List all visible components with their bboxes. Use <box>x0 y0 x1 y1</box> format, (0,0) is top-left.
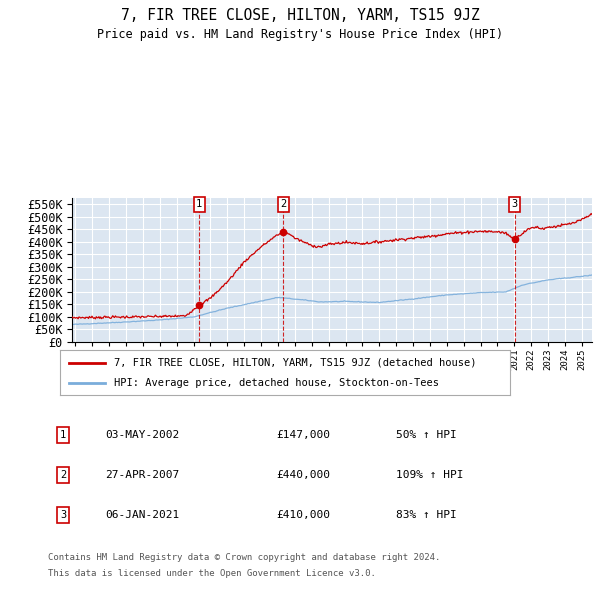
Text: 3: 3 <box>60 510 66 520</box>
Text: 2: 2 <box>60 470 66 480</box>
Text: £440,000: £440,000 <box>276 470 330 480</box>
Text: 109% ↑ HPI: 109% ↑ HPI <box>396 470 464 480</box>
Text: Price paid vs. HM Land Registry's House Price Index (HPI): Price paid vs. HM Land Registry's House … <box>97 28 503 41</box>
Text: 2: 2 <box>280 199 287 209</box>
Text: This data is licensed under the Open Government Licence v3.0.: This data is licensed under the Open Gov… <box>48 569 376 579</box>
Text: 83% ↑ HPI: 83% ↑ HPI <box>396 510 457 520</box>
Text: 06-JAN-2021: 06-JAN-2021 <box>105 510 179 520</box>
Text: HPI: Average price, detached house, Stockton-on-Tees: HPI: Average price, detached house, Stoc… <box>114 378 439 388</box>
Text: 1: 1 <box>60 430 66 440</box>
Text: Contains HM Land Registry data © Crown copyright and database right 2024.: Contains HM Land Registry data © Crown c… <box>48 552 440 562</box>
Text: 50% ↑ HPI: 50% ↑ HPI <box>396 430 457 440</box>
Text: 27-APR-2007: 27-APR-2007 <box>105 470 179 480</box>
Text: 3: 3 <box>511 199 518 209</box>
Text: 7, FIR TREE CLOSE, HILTON, YARM, TS15 9JZ: 7, FIR TREE CLOSE, HILTON, YARM, TS15 9J… <box>121 8 479 23</box>
Text: £410,000: £410,000 <box>276 510 330 520</box>
Text: 03-MAY-2002: 03-MAY-2002 <box>105 430 179 440</box>
Text: £147,000: £147,000 <box>276 430 330 440</box>
Text: 1: 1 <box>196 199 202 209</box>
Text: 7, FIR TREE CLOSE, HILTON, YARM, TS15 9JZ (detached house): 7, FIR TREE CLOSE, HILTON, YARM, TS15 9J… <box>114 358 476 368</box>
